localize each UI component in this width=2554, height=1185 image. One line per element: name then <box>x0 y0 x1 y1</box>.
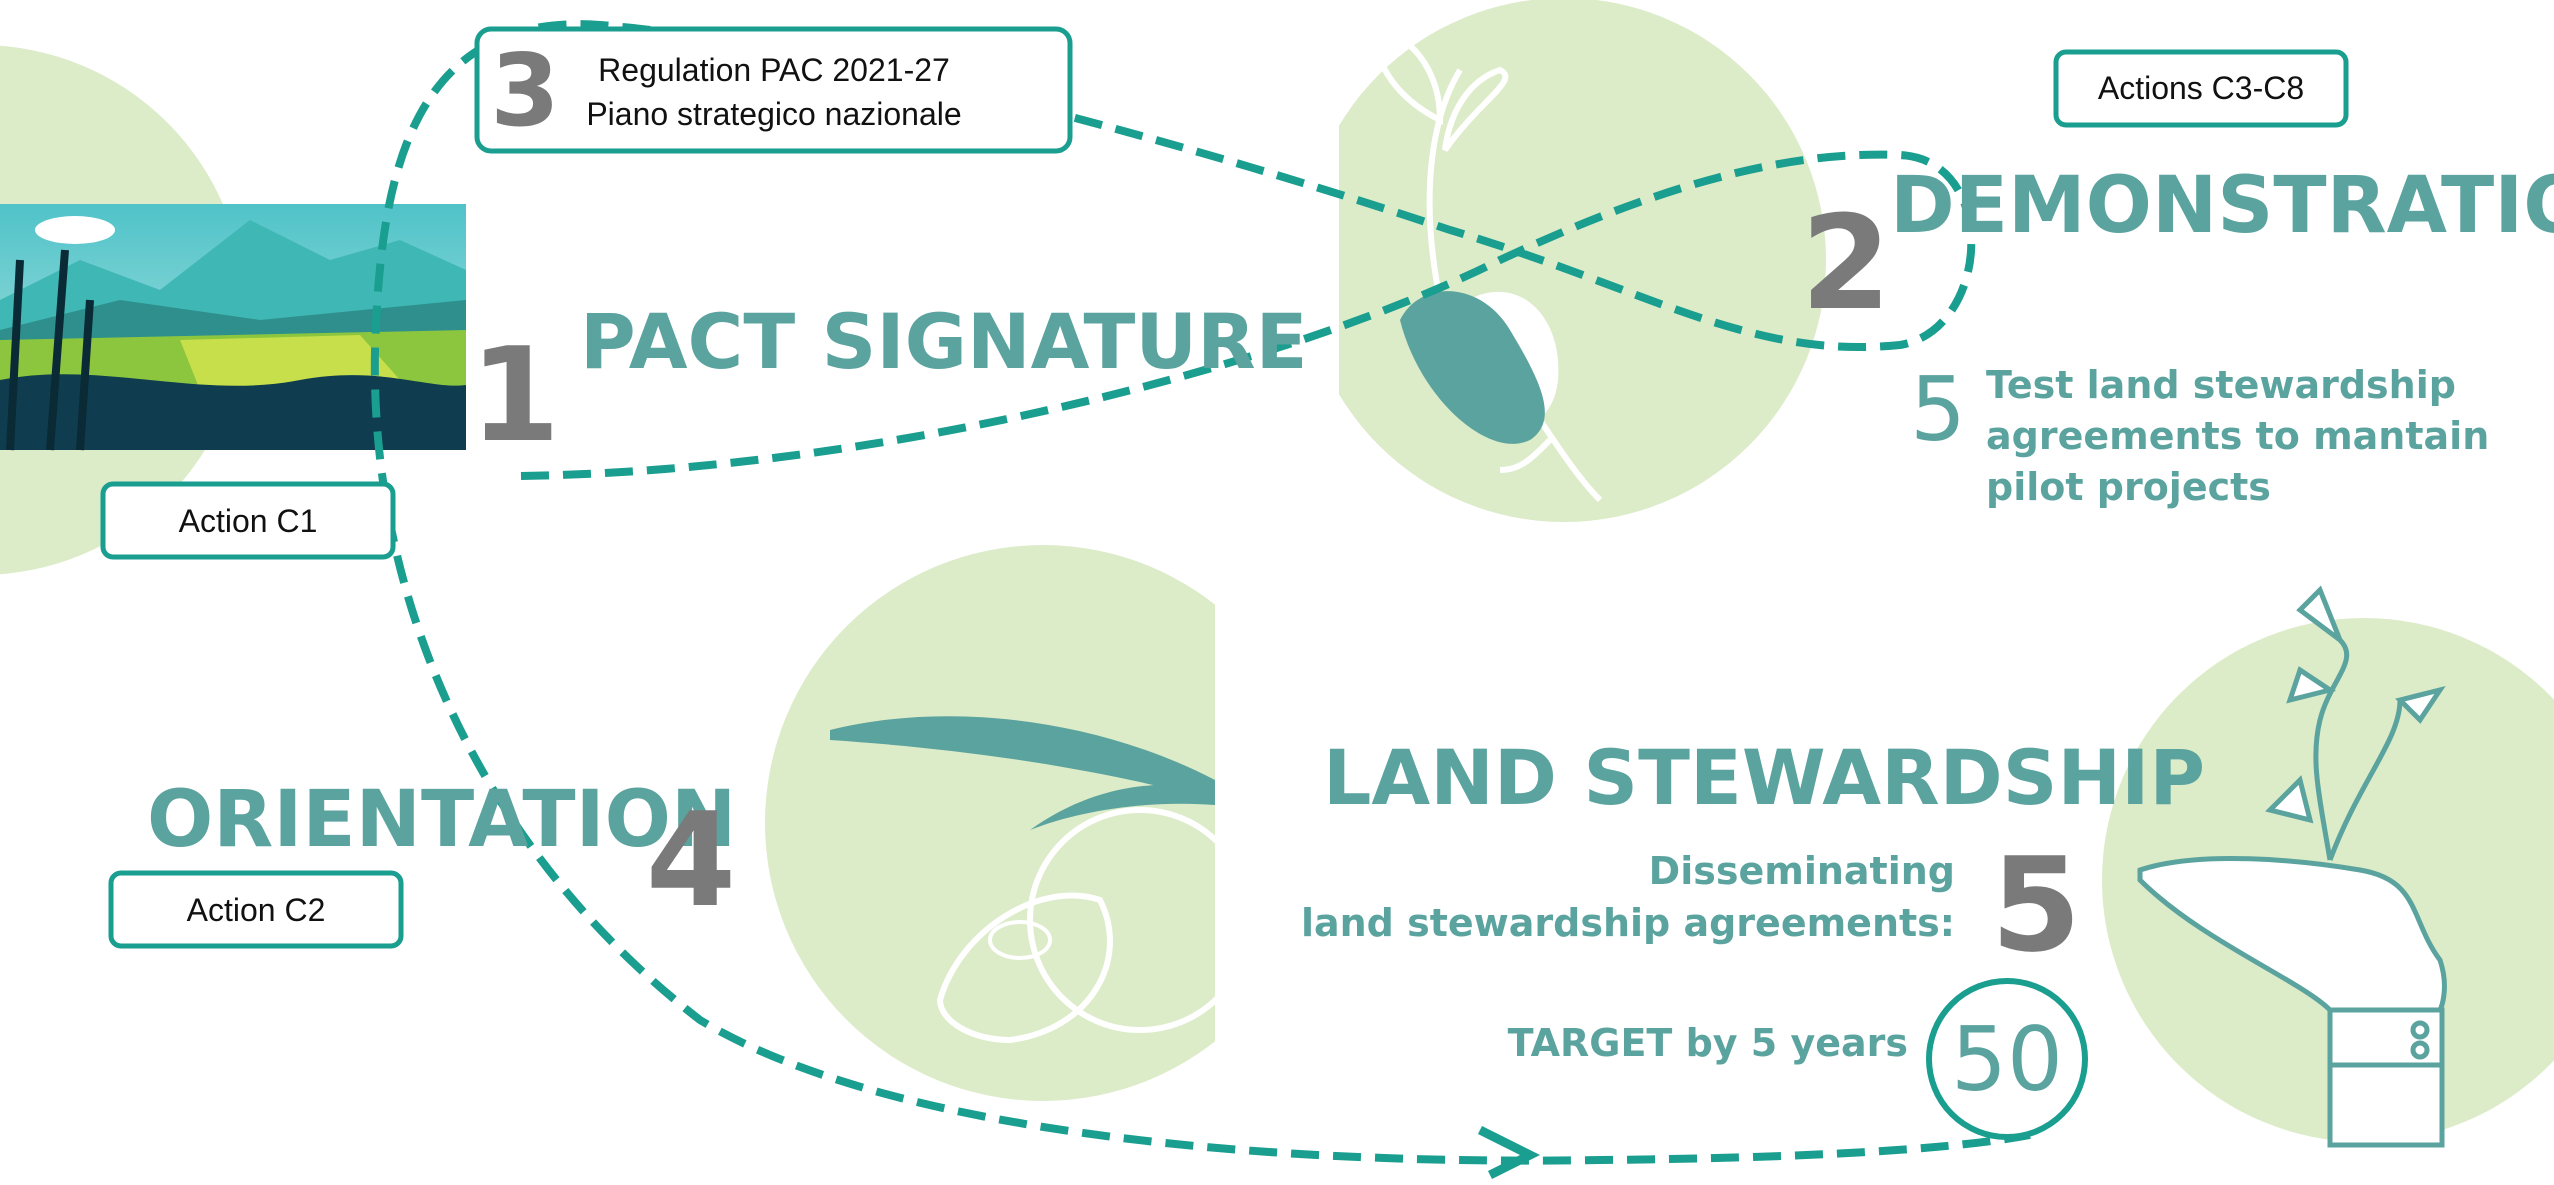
target-label: TARGET by 5 years <box>1508 1021 1908 1065</box>
step-title: LAND STEWARDSHIP <box>1323 733 2205 822</box>
description-line: land stewardship agreements: <box>1301 901 1955 945</box>
step-number: 1 <box>470 319 560 471</box>
step-title: PACT SIGNATURE <box>580 297 1308 386</box>
step-title: DEMONSTRATION <box>1890 161 2554 251</box>
action-label: Actions C3-C8 <box>2098 70 2304 106</box>
description-line: Test land stewardship <box>1986 363 2456 407</box>
bg-circle <box>1302 0 1826 522</box>
action-label: Action C2 <box>187 892 326 928</box>
step-number: 2 <box>1801 187 1891 339</box>
step-number: 4 <box>646 784 736 936</box>
regulation-box <box>477 29 1070 151</box>
step-number: 3 <box>490 32 560 149</box>
count: 5 <box>1991 829 2081 981</box>
description-line: agreements to mantain <box>1986 414 2489 458</box>
regulation-line: Regulation PAC 2021-27 <box>598 52 950 88</box>
description-line: Disseminating <box>1649 849 1955 893</box>
landscape-image <box>0 204 466 450</box>
action-label: Action C1 <box>179 503 318 539</box>
route-arrow <box>1480 1130 1530 1175</box>
target-value: 50 <box>1951 1008 2063 1111</box>
description-line: pilot projects <box>1986 465 2271 509</box>
count: 5 <box>1910 358 1966 461</box>
infographic: 3 Regulation PAC 2021-27 Piano strategic… <box>0 0 2554 1185</box>
regulation-line: Piano strategico nazionale <box>586 96 961 132</box>
